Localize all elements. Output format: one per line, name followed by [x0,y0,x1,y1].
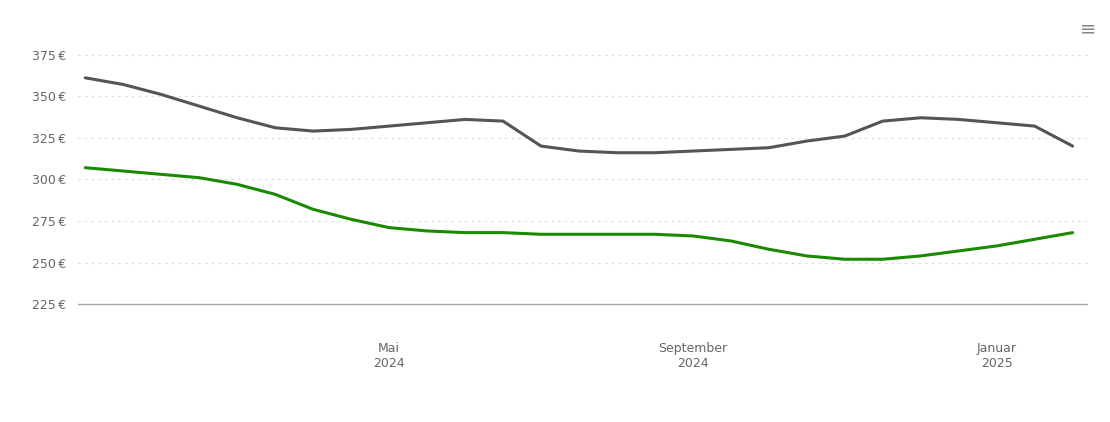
Text: ≡: ≡ [1080,19,1097,38]
